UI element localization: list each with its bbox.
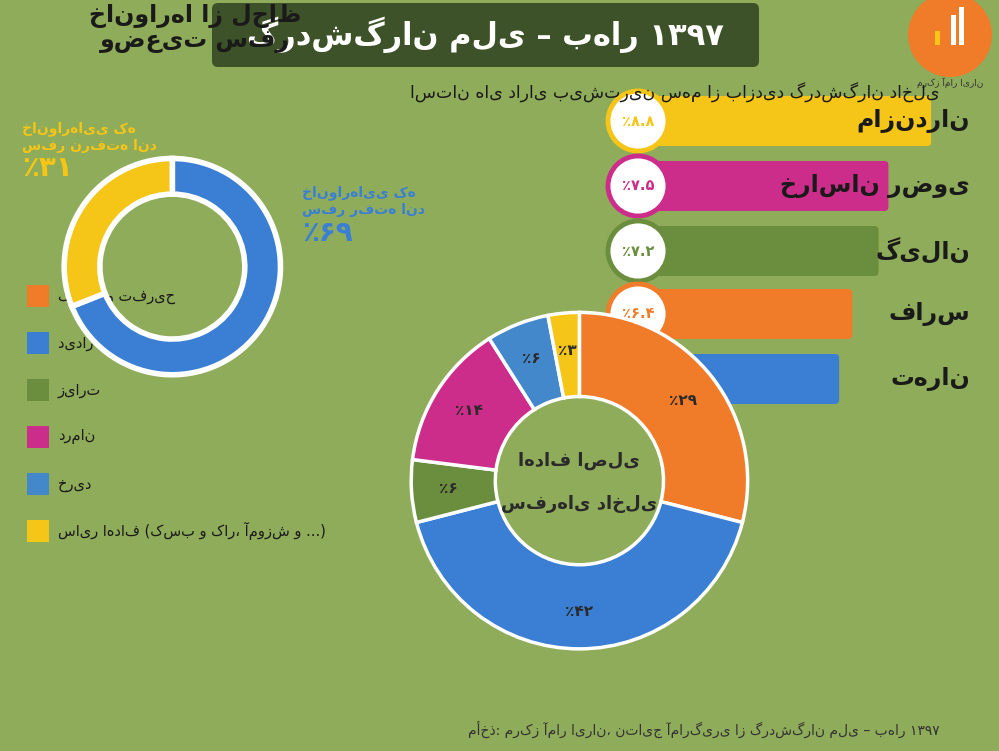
Text: اهداف اصلی: اهداف اصلی — [518, 451, 640, 469]
Text: ٪۲۹: ٪۲۹ — [669, 393, 697, 408]
Circle shape — [608, 284, 668, 344]
Text: خانوارها از لحاظ: خانوارها از لحاظ — [89, 4, 301, 28]
FancyBboxPatch shape — [27, 285, 49, 307]
Text: ٪۶.۴: ٪۶.۴ — [621, 306, 654, 321]
Text: مازندران: مازندران — [856, 109, 970, 133]
Text: گردشگران ملی – بهار ۱۳۹۷: گردشگران ملی – بهار ۱۳۹۷ — [247, 17, 723, 53]
FancyBboxPatch shape — [634, 289, 852, 339]
Text: خراسان رضوی: خراسان رضوی — [780, 174, 970, 198]
Text: خرید: خرید — [58, 476, 92, 491]
Wedge shape — [72, 158, 281, 375]
Text: درمان: درمان — [58, 430, 95, 445]
Text: سفر رفته اند: سفر رفته اند — [302, 203, 425, 217]
Text: ٪۳: ٪۳ — [557, 342, 576, 357]
Text: ٪۶۹: ٪۶۹ — [302, 219, 353, 247]
FancyBboxPatch shape — [951, 15, 956, 45]
Wedge shape — [413, 339, 534, 470]
FancyBboxPatch shape — [935, 31, 940, 45]
Circle shape — [608, 156, 668, 216]
Wedge shape — [64, 158, 173, 306]
Wedge shape — [490, 315, 563, 409]
Wedge shape — [417, 502, 742, 649]
Text: ٪۳۱: ٪۳۱ — [22, 154, 73, 182]
Text: ٪۱۴: ٪۱۴ — [455, 403, 483, 418]
Circle shape — [608, 349, 668, 409]
Text: ٪۸.۸: ٪۸.۸ — [621, 113, 654, 128]
Wedge shape — [579, 312, 747, 523]
FancyBboxPatch shape — [634, 96, 931, 146]
Text: سایر اهداف (کسب و کار، آموزش و ...): سایر اهداف (کسب و کار، آموزش و ...) — [58, 522, 326, 540]
Text: مأخذ: مرکز آمار ایران، نتایج آمارگیری از گردشگران ملی – بهار ۱۳۹۷: مأخذ: مرکز آمار ایران، نتایج آمارگیری از… — [469, 720, 940, 737]
FancyBboxPatch shape — [27, 520, 49, 542]
Text: ٪۶.۰: ٪۶.۰ — [621, 372, 654, 387]
FancyBboxPatch shape — [634, 226, 878, 276]
Circle shape — [608, 91, 668, 151]
Text: فارس: فارس — [888, 302, 970, 326]
Text: وضعیت سفر: وضعیت سفر — [100, 29, 290, 53]
FancyBboxPatch shape — [212, 3, 759, 67]
Text: مرکز آمار ایران: مرکز آمار ایران — [917, 78, 983, 88]
Circle shape — [908, 0, 992, 77]
Text: سفر نرفته اند: سفر نرفته اند — [22, 139, 157, 153]
FancyBboxPatch shape — [634, 354, 839, 404]
Text: خانوارهایی که: خانوارهایی که — [22, 122, 136, 137]
FancyBboxPatch shape — [27, 426, 49, 448]
Text: دیدار دوستان و بستگان: دیدار دوستان و بستگان — [58, 334, 247, 351]
Text: تهران: تهران — [890, 367, 970, 391]
FancyBboxPatch shape — [27, 473, 49, 495]
Circle shape — [608, 221, 668, 281]
Text: ٪۶: ٪۶ — [440, 481, 458, 496]
FancyBboxPatch shape — [634, 161, 888, 211]
FancyBboxPatch shape — [27, 379, 49, 401]
Text: خانوارهایی که: خانوارهایی که — [302, 185, 416, 201]
Text: گردش و تفریح: گردش و تفریح — [58, 288, 175, 304]
FancyBboxPatch shape — [943, 23, 948, 45]
Text: ٪۶: ٪۶ — [521, 351, 540, 366]
Wedge shape — [412, 460, 498, 523]
FancyBboxPatch shape — [27, 332, 49, 354]
Text: گیلان: گیلان — [875, 238, 970, 264]
Wedge shape — [547, 312, 579, 398]
Text: ٪۷.۵: ٪۷.۵ — [621, 179, 654, 194]
Text: استان های دارای بیشترین سهم از بازدید گردشگران داخلی: استان های دارای بیشترین سهم از بازدید گر… — [411, 83, 940, 103]
Text: زیارت: زیارت — [58, 382, 101, 397]
FancyBboxPatch shape — [959, 7, 964, 45]
Text: سفرهای داخلی: سفرهای داخلی — [501, 495, 657, 513]
Text: ٪۴۲: ٪۴۲ — [565, 605, 593, 620]
Text: ٪۷.۲: ٪۷.۲ — [621, 243, 654, 258]
